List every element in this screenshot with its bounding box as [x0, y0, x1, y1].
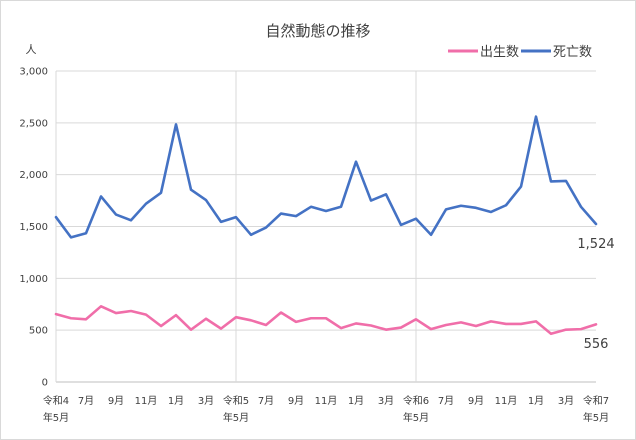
y-tick-label: 0 — [42, 378, 48, 389]
legend-label-births: 出生数 — [480, 45, 519, 60]
x-tick-label: 9月 — [108, 395, 124, 407]
gridlines — [55, 70, 596, 383]
x-tick-label: 令和7 年5月 — [583, 394, 609, 424]
legend: 出生数 死亡数 — [448, 45, 592, 60]
x-tick-label: 9月 — [288, 395, 304, 407]
x-tick-label: 7月 — [258, 395, 274, 407]
x-tick-label: 1月 — [528, 395, 544, 407]
end-label-births: 556 — [584, 337, 609, 352]
y-tick-label: 2,000 — [19, 170, 48, 181]
x-tick-label: 9月 — [468, 395, 484, 407]
x-tick-label: 11月 — [315, 395, 338, 407]
x-tick-label: 1月 — [168, 395, 184, 407]
series-line-births — [54, 305, 598, 336]
series-group — [54, 115, 598, 336]
x-tick-label: 3月 — [558, 395, 574, 407]
x-tick-label: 令和5 年5月 — [223, 394, 249, 424]
series-line-deaths — [54, 115, 598, 239]
y-tick-label: 1,000 — [19, 274, 48, 285]
y-axis-unit: 人 — [26, 43, 37, 56]
legend-label-deaths: 死亡数 — [553, 45, 592, 60]
x-tick-label: 11月 — [135, 395, 158, 407]
x-tick-label: 1月 — [348, 395, 364, 407]
x-tick-label: 7月 — [78, 395, 94, 407]
y-tick-label: 1,500 — [19, 222, 48, 233]
y-tick-label: 2,500 — [19, 118, 48, 129]
x-tick-label: 11月 — [495, 395, 518, 407]
x-tick-label: 令和4 年5月 — [43, 394, 69, 424]
x-tick-label: 3月 — [378, 395, 394, 407]
x-tick-label: 3月 — [198, 395, 214, 407]
x-tick-label: 7月 — [438, 395, 454, 407]
x-tick-label: 令和6 年5月 — [403, 394, 429, 424]
y-tick-label: 3,000 — [19, 67, 48, 78]
chart-title: 自然動態の推移 — [265, 22, 370, 40]
end-label-deaths: 1,524 — [577, 237, 614, 252]
y-axis-ticks: 0 500 1,000 1,500 2,000 2,500 3,000 — [19, 67, 48, 389]
y-tick-label: 500 — [29, 326, 48, 337]
